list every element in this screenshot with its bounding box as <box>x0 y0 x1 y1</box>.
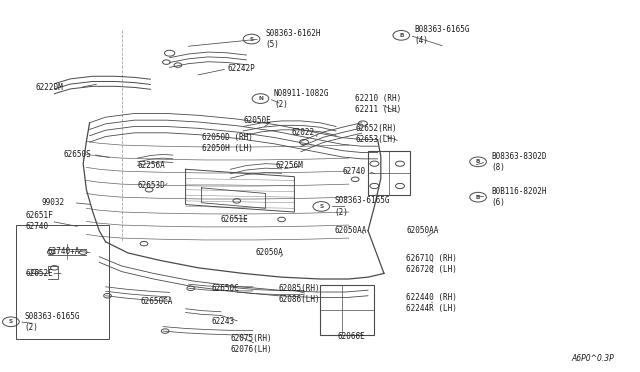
Text: 62650C: 62650C <box>211 284 239 293</box>
Text: 62652E: 62652E <box>26 269 53 278</box>
Text: N: N <box>258 96 263 101</box>
Text: 62256M: 62256M <box>275 161 303 170</box>
Text: 62075(RH)
62076(LH): 62075(RH) 62076(LH) <box>230 334 272 354</box>
Text: B: B <box>476 159 480 164</box>
Text: 62050D (RH)
62050H (LH): 62050D (RH) 62050H (LH) <box>202 133 252 153</box>
Text: 62220M: 62220M <box>35 83 63 92</box>
Text: 62085(RH)
62086(LH): 62085(RH) 62086(LH) <box>278 284 320 304</box>
Text: N08911-1082G
(2): N08911-1082G (2) <box>274 89 330 109</box>
Text: 62651F
62740: 62651F 62740 <box>26 211 53 231</box>
Text: 62740: 62740 <box>342 167 365 176</box>
Text: 62650CA: 62650CA <box>141 297 173 306</box>
Text: B08363-8302D
(8): B08363-8302D (8) <box>492 152 547 172</box>
Text: S: S <box>9 319 13 324</box>
Text: 62243: 62243 <box>211 317 234 326</box>
Text: 62256A: 62256A <box>138 161 165 170</box>
Text: 62050A: 62050A <box>256 248 284 257</box>
Text: A6P0^0.3P: A6P0^0.3P <box>572 354 614 363</box>
Text: 62022: 62022 <box>291 128 314 137</box>
Text: S08363-6165G
(2): S08363-6165G (2) <box>24 312 80 332</box>
Text: 99032: 99032 <box>42 198 65 207</box>
Text: 62050AA: 62050AA <box>335 226 367 235</box>
Text: 62651E: 62651E <box>221 215 248 224</box>
Text: 62242P: 62242P <box>227 64 255 73</box>
Text: 62210 (RH)
62211 (LH): 62210 (RH) 62211 (LH) <box>355 94 401 114</box>
Text: 62653D: 62653D <box>138 182 165 190</box>
Text: B: B <box>476 195 480 200</box>
Text: 62671Q (RH)
62672Q (LH): 62671Q (RH) 62672Q (LH) <box>406 254 457 274</box>
Text: 622440 (RH)
62244R (LH): 622440 (RH) 62244R (LH) <box>406 293 457 313</box>
Text: 62050E: 62050E <box>243 116 271 125</box>
Text: 62650S: 62650S <box>64 150 92 159</box>
Text: S08363-6162H
(5): S08363-6162H (5) <box>266 29 321 49</box>
Text: S: S <box>250 36 253 42</box>
Text: 62050AA: 62050AA <box>406 226 439 235</box>
Text: B08363-6165G
(4): B08363-6165G (4) <box>415 25 470 45</box>
Text: S: S <box>319 204 323 209</box>
Text: B: B <box>399 33 403 38</box>
Text: 62740+A: 62740+A <box>48 247 81 256</box>
Text: 62652(RH)
62653(LH): 62652(RH) 62653(LH) <box>355 124 397 144</box>
Text: S08363-6165G
(2): S08363-6165G (2) <box>335 196 390 217</box>
Text: B0B116-8202H
(6): B0B116-8202H (6) <box>492 187 547 207</box>
Text: 62066E: 62066E <box>337 332 365 341</box>
